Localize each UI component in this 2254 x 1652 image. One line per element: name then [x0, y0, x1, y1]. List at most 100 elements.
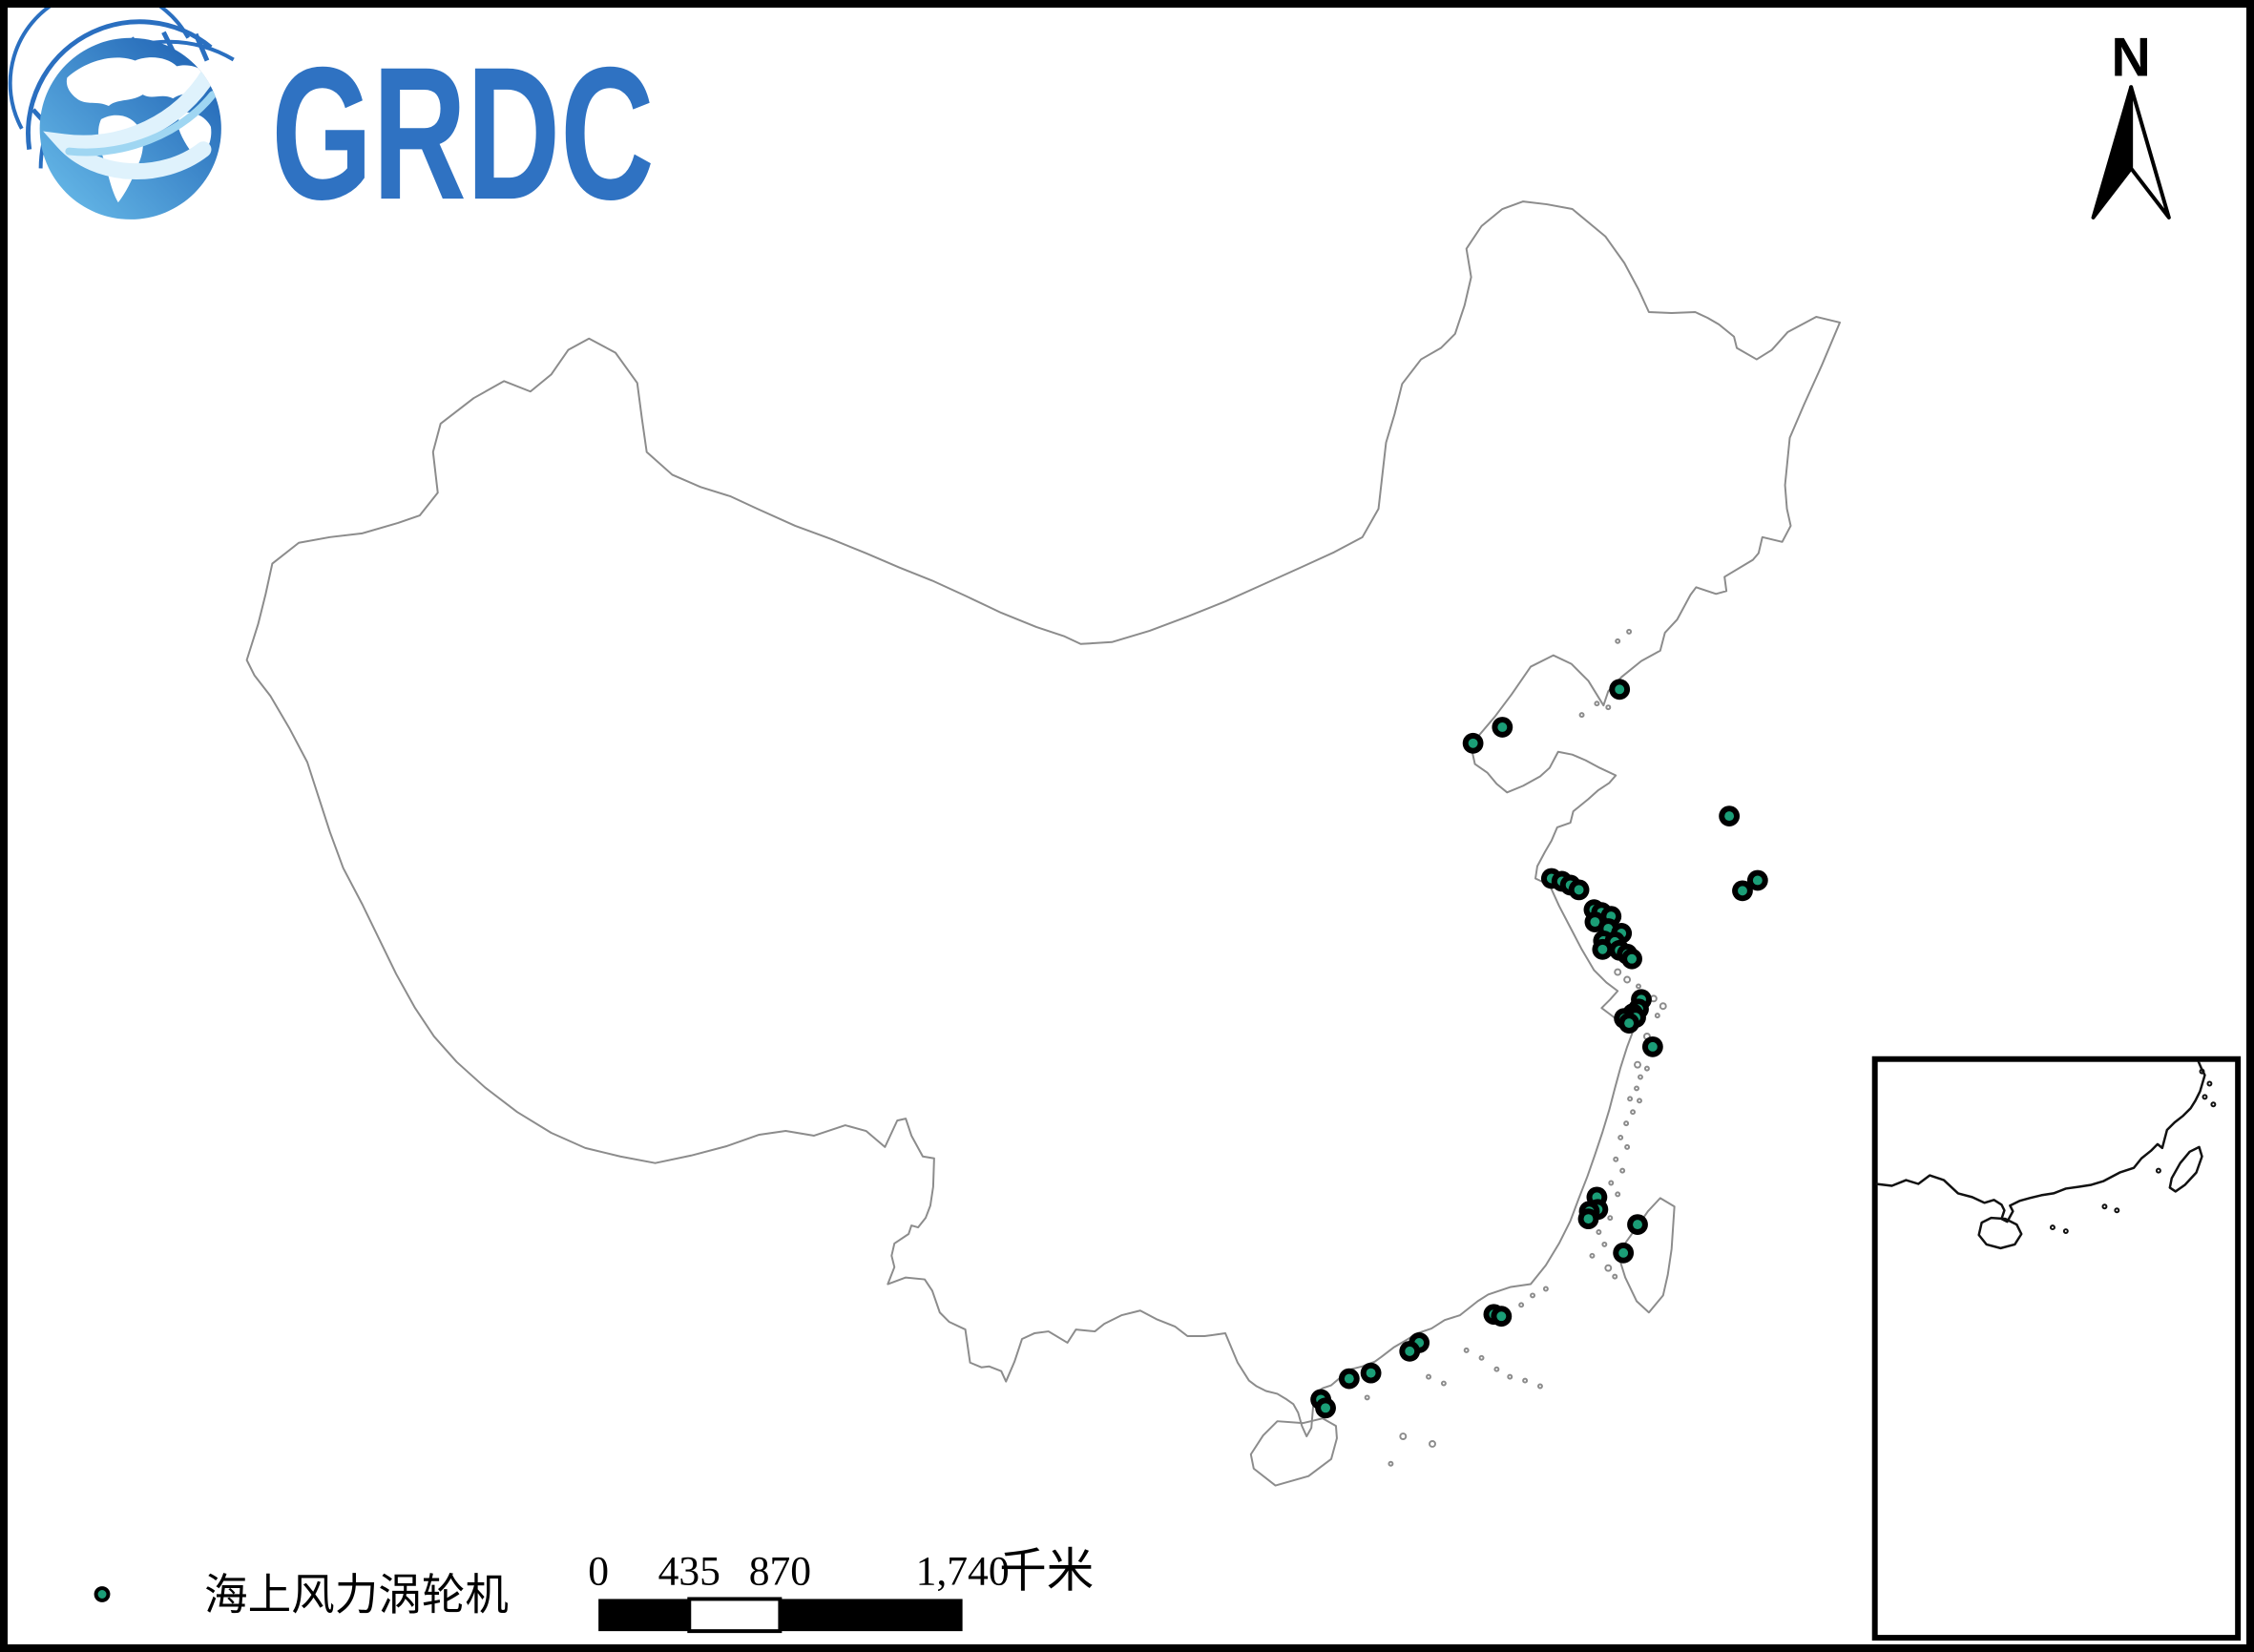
turbine-marker	[1724, 811, 1735, 822]
islet-speck	[1399, 1432, 1408, 1440]
inset-taiwan-outline	[2168, 1145, 2203, 1193]
inset-border	[1871, 1056, 2242, 1642]
islet-speck	[1463, 1347, 1470, 1353]
inset-islet-speck	[2062, 1228, 2069, 1235]
islet-speck	[1615, 1191, 1621, 1198]
islet-speck	[1507, 1373, 1513, 1380]
inset-islet-speck	[2210, 1101, 2217, 1108]
north-arrow-left-half	[2091, 85, 2134, 220]
turbine-marker	[1752, 875, 1763, 886]
islet-speck	[1634, 1085, 1639, 1092]
islet-speck	[1626, 628, 1633, 635]
inset-coastline	[1875, 1060, 2206, 1223]
islet-speck	[1636, 983, 1641, 990]
inset-islet-layer	[2049, 1068, 2217, 1235]
grdc-globe-icon	[8, 8, 235, 220]
islet-speck	[1440, 1380, 1447, 1387]
islet-speck	[1619, 1167, 1626, 1174]
turbine-marker	[1633, 1220, 1642, 1230]
north-arrow: N	[2091, 27, 2171, 220]
islet-speck	[1613, 1156, 1619, 1162]
scale-segment-2	[687, 1597, 783, 1634]
turbine-marker	[1738, 886, 1747, 896]
map-canvas: GRDC N 海上风力涡轮机 0 435 870 1,740 千米	[8, 8, 2242, 1642]
islet-speck	[1607, 1215, 1614, 1222]
scale-tick-0: 0	[588, 1549, 609, 1595]
turbine-marker	[1496, 1311, 1507, 1322]
islet-speck	[1426, 1373, 1432, 1380]
islet-speck	[1623, 1120, 1630, 1127]
islet-speck	[1518, 1302, 1525, 1308]
islet-speck	[1617, 1134, 1624, 1140]
islet-speck	[1637, 1098, 1642, 1104]
scale-bar: 0 435 870 1,740 千米	[588, 1545, 1094, 1634]
turbine-marker	[1624, 1018, 1635, 1029]
scale-tick-1740: 1,740	[916, 1549, 1010, 1595]
islet-speck	[1614, 968, 1622, 976]
turbine-marker	[1618, 1247, 1629, 1258]
islet-speck	[1643, 1065, 1650, 1072]
turbine-marker	[1627, 953, 1638, 964]
islet-speck	[1605, 704, 1612, 711]
inset-map	[1871, 1056, 2242, 1642]
islet-speck	[1596, 1229, 1602, 1236]
inset-islet-speck	[2114, 1207, 2120, 1214]
islet-speck	[1659, 1002, 1667, 1011]
inset-islet-speck	[2199, 1068, 2205, 1075]
islet-speck	[1589, 1252, 1596, 1259]
legend-label: 海上风力涡轮机	[204, 1570, 509, 1619]
turbine-layer	[1310, 679, 1768, 1419]
hainan-island-outline	[1249, 1417, 1338, 1487]
islet-speck	[1364, 1394, 1370, 1401]
turbine-marker	[1597, 944, 1608, 954]
turbine-marker	[1321, 1403, 1331, 1413]
inset-islet-speck	[2202, 1094, 2208, 1100]
scale-unit-label: 千米	[999, 1545, 1094, 1598]
legend: 海上风力涡轮机	[94, 1570, 509, 1619]
turbine-marker	[1647, 1041, 1658, 1052]
grdc-logo: GRDC	[8, 8, 655, 239]
scale-tick-870: 870	[749, 1549, 811, 1595]
islet-speck	[1604, 1264, 1613, 1272]
legend-turbine-marker	[97, 1590, 107, 1599]
islet-speck	[1612, 1273, 1618, 1280]
islet-speck	[1493, 1366, 1500, 1372]
islet-speck	[1429, 1439, 1436, 1448]
turbine-marker	[1468, 738, 1478, 748]
turbine-marker	[1366, 1368, 1376, 1378]
islet-speck	[1388, 1460, 1394, 1467]
islet-speck	[1608, 1180, 1615, 1186]
islet-speck	[1638, 1074, 1643, 1080]
islet-speck	[1630, 1109, 1637, 1116]
islet-speck	[1578, 712, 1585, 719]
islet-speck	[1634, 1060, 1641, 1069]
islet-speck	[1624, 1143, 1631, 1150]
mainland-outline	[245, 200, 1842, 1438]
islet-speck	[1615, 638, 1621, 644]
china-map	[245, 200, 1842, 1487]
islet-speck	[1627, 1096, 1634, 1102]
islet-speck	[1594, 701, 1600, 707]
islet-speck	[1623, 975, 1632, 984]
inset-islet-speck	[2101, 1203, 2108, 1210]
turbine-marker	[1497, 722, 1508, 732]
islet-speck	[1536, 1383, 1543, 1390]
north-arrow-right-half	[2129, 85, 2171, 220]
inset-islet-speck	[2206, 1080, 2213, 1087]
islet-speck	[1654, 1013, 1660, 1019]
scale-segment-3	[780, 1599, 963, 1632]
north-arrow-label: N	[2111, 27, 2151, 88]
turbine-marker	[1615, 684, 1625, 695]
inset-hainan-outline	[1977, 1216, 2023, 1250]
turbine-marker	[1344, 1373, 1354, 1384]
turbine-marker	[1574, 885, 1584, 895]
grdc-logo-text: GRDC	[271, 28, 654, 239]
inset-islet-speck	[2049, 1224, 2056, 1231]
islet-speck	[1601, 1241, 1608, 1247]
scale-tick-435: 435	[658, 1549, 720, 1595]
islet-speck	[1530, 1292, 1536, 1299]
globe-continents	[43, 57, 218, 203]
turbine-marker	[1583, 1214, 1594, 1224]
scale-segment-1	[598, 1599, 690, 1632]
